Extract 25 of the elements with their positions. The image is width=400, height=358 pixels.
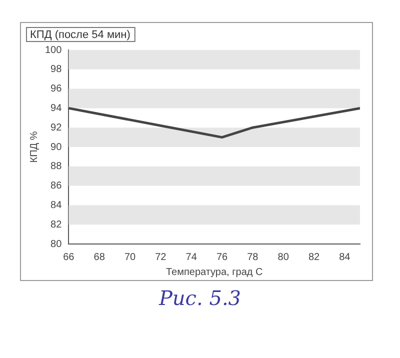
x-tick-label: 68 <box>94 252 106 263</box>
y-tick-label: 98 <box>50 64 62 76</box>
x-tick-label: 80 <box>278 252 290 263</box>
y-tick-label: 82 <box>50 219 62 230</box>
x-tick-label: 74 <box>186 252 198 263</box>
y-tick-label: 84 <box>50 200 62 211</box>
y-tick-label: 96 <box>50 84 62 95</box>
x-tick-label: 78 <box>247 252 259 263</box>
x-tick-label: 72 <box>155 252 167 263</box>
x-axis-title: Температура, град С <box>166 266 263 278</box>
x-tick-label: 84 <box>339 252 351 263</box>
y-tick-label: 92 <box>50 122 62 134</box>
x-tick-label: 66 <box>63 252 75 263</box>
y-tick-label: 100 <box>44 44 62 56</box>
x-tick-label: 76 <box>216 252 228 263</box>
y-tick-label: 80 <box>50 238 62 250</box>
y-tick-label: 88 <box>50 161 62 172</box>
x-tick-label: 70 <box>124 252 136 263</box>
y-axis-title: КПД % <box>28 131 40 163</box>
y-tick-label: 86 <box>50 180 62 192</box>
chart-title: КПД (после 54 мин) <box>30 29 130 42</box>
text: Рис. 5.3 <box>158 286 242 310</box>
x-tick-label: 82 <box>308 252 320 263</box>
y-tick-label: 94 <box>50 102 62 114</box>
y-tick-label: 90 <box>50 142 62 153</box>
